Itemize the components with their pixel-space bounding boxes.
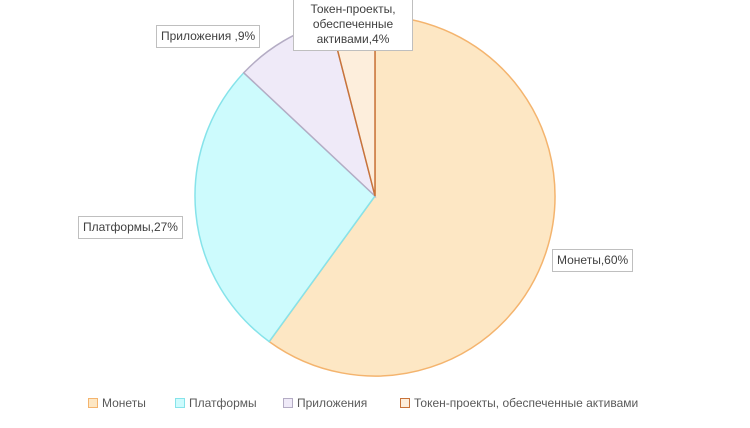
data-label: Токен-проекты, обеспеченные активами,4% (293, 0, 413, 51)
legend-item: Приложения (283, 396, 367, 410)
legend-item: Монеты (88, 396, 146, 410)
legend-item: Токен-проекты, обеспеченные активами (400, 396, 638, 410)
legend-swatch (175, 398, 185, 408)
data-label: Монеты,60% (552, 249, 634, 272)
pie-slice (268, 15, 556, 377)
legend-label: Платформы (189, 396, 257, 410)
pie-slice (194, 71, 376, 343)
legend-swatch (88, 398, 98, 408)
legend-label: Токен-проекты, обеспеченные активами (414, 396, 639, 410)
legend-swatch (400, 398, 410, 408)
data-label: Приложения ,9% (156, 25, 261, 48)
data-label: Платформы,27% (78, 216, 183, 239)
legend-swatch (283, 398, 293, 408)
legend-item: Платформы (175, 396, 257, 410)
legend-label: Монеты (102, 396, 146, 410)
legend-label: Приложения (297, 396, 368, 410)
